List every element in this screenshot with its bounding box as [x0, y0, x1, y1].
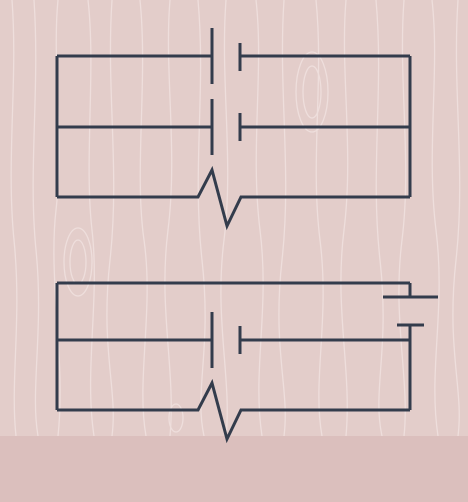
battery-top — [57, 28, 410, 84]
resistor-branch — [57, 378, 410, 444]
board-fill — [0, 0, 468, 436]
battery-vertical — [383, 295, 438, 327]
resistor-branch — [57, 165, 410, 231]
wood-background — [0, 0, 468, 436]
circuit-a — [55, 28, 412, 231]
wood-grain — [0, 0, 468, 436]
floor-strip — [0, 436, 468, 502]
battery-middle — [57, 312, 410, 368]
battery-middle — [57, 99, 410, 155]
circuit-b — [55, 281, 438, 444]
